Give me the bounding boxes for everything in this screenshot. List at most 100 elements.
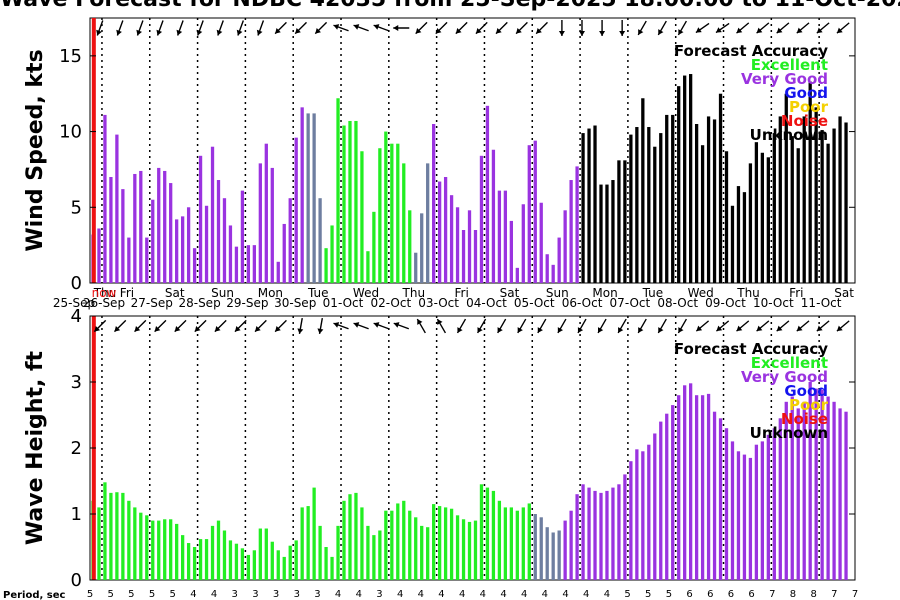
bar	[204, 539, 209, 580]
wave-direction-arrow	[836, 320, 850, 332]
wind-direction-arrow	[136, 20, 144, 36]
wave-direction-arrow	[234, 319, 247, 333]
legend-entry: Unknown	[750, 126, 828, 144]
day-of-week-label: Thu	[402, 286, 426, 300]
day-of-week-label: Tue	[642, 286, 664, 300]
bar	[402, 163, 406, 283]
bar	[736, 186, 741, 283]
bar	[677, 395, 681, 580]
wave-direction-arrow	[715, 320, 730, 332]
bar	[432, 504, 436, 580]
bar	[330, 556, 334, 580]
bar	[252, 245, 256, 283]
day-axis: Thu25-SepFri26-SepSat27-SepSun28-SepMon2…	[53, 286, 854, 310]
wave-direction-arrow	[174, 319, 187, 333]
bar	[491, 490, 496, 580]
bar	[318, 525, 322, 580]
bar	[145, 237, 149, 283]
bar	[515, 510, 519, 580]
bar	[545, 527, 549, 580]
bar	[635, 127, 639, 284]
bar	[324, 547, 328, 580]
bar	[635, 449, 639, 580]
bar	[551, 532, 555, 580]
bar	[270, 541, 274, 580]
bar	[461, 230, 466, 283]
bar	[354, 492, 358, 580]
bar	[414, 252, 418, 283]
legend-entry: Good	[784, 84, 828, 102]
wind-direction-arrow	[455, 21, 468, 35]
bar	[760, 152, 765, 283]
wind-direction-arrow	[353, 24, 369, 32]
wind-direction-arrow	[196, 20, 204, 36]
period-value: 8	[790, 589, 796, 600]
wind-direction-arrow	[736, 22, 750, 34]
bar	[396, 503, 400, 580]
period-value: 5	[624, 589, 630, 600]
bar	[694, 124, 699, 283]
wave-direction-arrow	[93, 319, 107, 333]
wave-direction-arrow	[677, 318, 688, 334]
day-of-week-label: Tue	[307, 286, 329, 300]
bar	[97, 228, 101, 283]
bar	[551, 264, 555, 283]
bar	[109, 177, 113, 283]
period-value: 3	[252, 589, 258, 600]
bar	[826, 143, 830, 283]
period-value: 4	[190, 589, 196, 600]
bar	[282, 556, 286, 580]
bar	[133, 173, 137, 283]
bar	[683, 75, 687, 284]
bar	[103, 482, 107, 580]
bar	[485, 105, 490, 283]
legend-entry: Excellent	[751, 354, 828, 372]
bar	[605, 490, 609, 580]
bar	[169, 519, 173, 580]
bar	[186, 543, 191, 580]
bar	[706, 393, 711, 580]
bar	[360, 151, 364, 283]
bar	[139, 512, 143, 580]
wind-direction-arrow	[274, 21, 287, 35]
bar	[838, 116, 842, 283]
bar	[300, 507, 304, 580]
bar	[659, 421, 663, 580]
wave-direction-arrow	[736, 320, 750, 332]
bar	[282, 223, 286, 283]
period-value: 5	[128, 589, 134, 600]
wind-direction-arrow	[393, 25, 410, 31]
bar	[730, 441, 735, 580]
bar	[384, 510, 388, 580]
bar	[336, 98, 340, 283]
bar	[659, 133, 663, 283]
wind-direction-arrow	[116, 20, 124, 36]
y-axis-label: Wave Height, ft	[23, 350, 48, 545]
bar	[575, 494, 579, 580]
legend-title: Forecast Accuracy	[674, 42, 828, 60]
bar	[796, 148, 800, 283]
legend-entry: Noise	[781, 410, 828, 428]
wind-direction-arrow	[475, 21, 488, 35]
bar	[306, 113, 310, 284]
bar	[163, 519, 167, 580]
bar	[802, 116, 806, 283]
period-value: 4	[542, 589, 548, 600]
wind-direction-arrow	[176, 20, 184, 36]
bar	[760, 441, 765, 580]
bar	[742, 192, 747, 283]
date-label: 09-Oct	[705, 296, 746, 310]
bar	[647, 127, 651, 284]
chart-title: & Wave Forecast for NDBC 42035 from 25-S…	[0, 0, 900, 12]
bar	[479, 484, 484, 580]
period-value: 3	[314, 589, 320, 600]
bar	[647, 444, 651, 580]
bar	[180, 216, 185, 283]
bar	[115, 134, 119, 283]
bar	[808, 382, 812, 580]
bar	[426, 527, 430, 580]
bar	[521, 507, 525, 580]
y-axis-label: Wind Speed, kts	[23, 49, 48, 251]
period-value: 6	[686, 589, 692, 600]
